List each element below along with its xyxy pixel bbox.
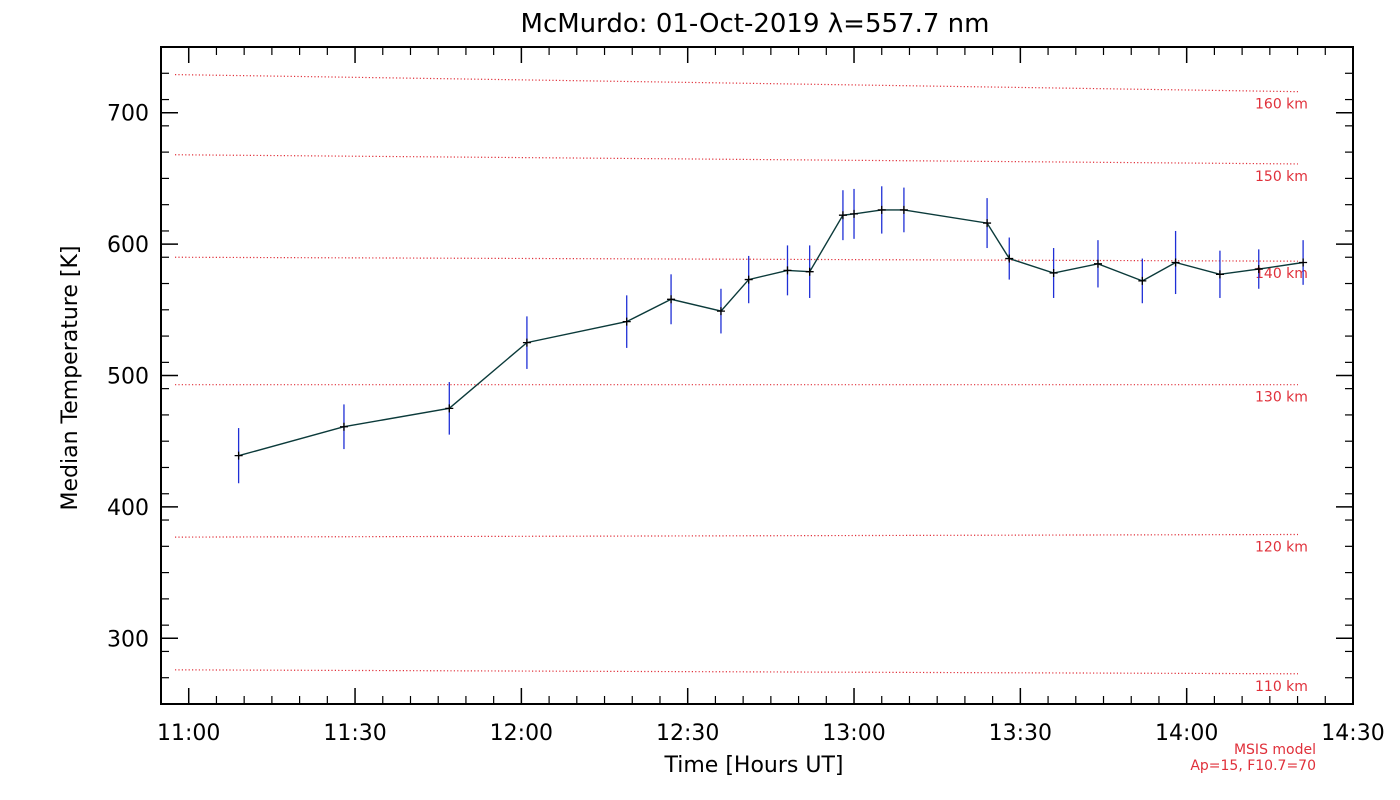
data-point-0-15 (1005, 254, 1014, 263)
x-tick-label-5: 13:30 (989, 721, 1052, 746)
data-point-0-12 (877, 205, 886, 214)
data-point-0-14 (983, 219, 992, 228)
reference-line-5 (174, 73, 1299, 93)
model-note-line1: MSIS model (1234, 742, 1316, 758)
x-axis-title: Time [Hours UT] (664, 753, 844, 778)
reference-label-0: 110 km (1255, 679, 1308, 695)
reference-line-3 (174, 256, 1299, 262)
data-point-0-17 (1093, 259, 1102, 268)
data-point-0-9 (805, 267, 814, 276)
x-tick-label-3: 12:30 (656, 721, 719, 746)
x-tick-label-1: 11:30 (323, 721, 386, 746)
data-point-0-7 (744, 275, 753, 284)
data-point-0-0 (234, 451, 243, 460)
y-tick-label-3: 600 (107, 233, 149, 258)
plot-frame (160, 46, 1354, 705)
x-tick-label-4: 13:00 (822, 721, 885, 746)
reference-line-4 (174, 154, 1299, 165)
data-point-0-16 (1049, 269, 1058, 278)
reference-label-5: 160 km (1255, 97, 1308, 113)
data-point-0-8 (783, 266, 792, 275)
y-tick-label-2: 500 (107, 365, 149, 390)
data-point-0-18 (1138, 276, 1147, 285)
data-point-0-2 (445, 404, 454, 413)
y-axis-title: Median Temperature [K] (58, 246, 83, 511)
data-point-0-13 (899, 205, 908, 214)
x-tick-label-6: 14:00 (1155, 721, 1218, 746)
model-note-line2: Ap=15, F10.7=70 (1190, 758, 1316, 774)
data-point-0-3 (522, 338, 531, 347)
data-point-0-11 (850, 209, 859, 218)
y-tick-label-4: 700 (107, 102, 149, 127)
reference-label-2: 130 km (1255, 390, 1308, 406)
x-tick-label-7: 14:30 (1321, 721, 1384, 746)
reference-line-0 (174, 669, 1299, 675)
data-point-0-4 (622, 317, 631, 326)
x-tick-label-2: 12:00 (490, 721, 553, 746)
x-tick-label-0: 11:00 (157, 721, 220, 746)
y-tick-label-1: 400 (107, 496, 149, 521)
data-point-0-22 (1299, 258, 1308, 267)
reference-label-3: 140 km (1255, 266, 1308, 282)
data-point-0-10 (838, 211, 847, 220)
data-point-0-1 (339, 422, 348, 431)
data-point-0-6 (716, 307, 725, 316)
data-point-0-19 (1171, 258, 1180, 267)
series-line-0 (238, 209, 1304, 457)
reference-line-1 (174, 533, 1299, 538)
data-point-0-5 (667, 295, 676, 304)
reference-label-4: 150 km (1255, 169, 1308, 185)
data-point-0-21 (1254, 265, 1263, 274)
y-tick-label-0: 300 (107, 627, 149, 652)
chart-title: McMurdo: 01-Oct-2019 λ=557.7 nm (521, 9, 990, 39)
data-point-0-20 (1215, 270, 1224, 279)
reference-label-1: 120 km (1255, 539, 1308, 555)
